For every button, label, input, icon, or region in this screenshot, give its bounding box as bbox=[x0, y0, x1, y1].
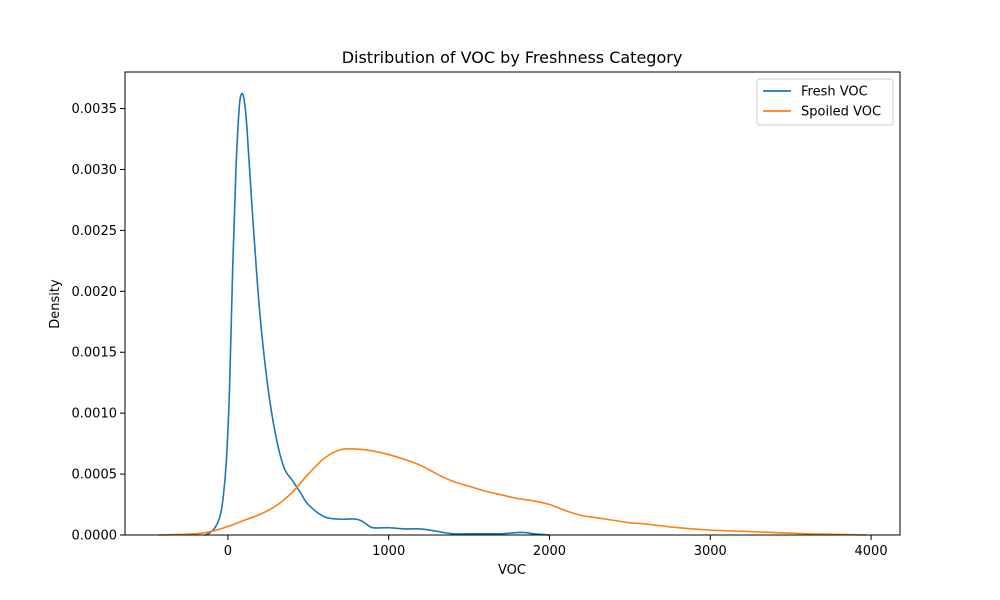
y-tick-label: 0.0030 bbox=[72, 163, 118, 178]
y-tick-label: 0.0020 bbox=[72, 285, 118, 300]
y-tick-label: 0.0010 bbox=[72, 407, 118, 422]
y-tick-label: 0.0025 bbox=[72, 224, 118, 239]
series-line-spoiled bbox=[157, 447, 868, 536]
y-axis: 0.0000 0.0005 0.0010 0.0015 0.0020 0.0025 0.00… bbox=[72, 102, 125, 544]
plot-frame bbox=[124, 71, 901, 536]
legend: Fresh VOC Spoiled VOC bbox=[756, 78, 894, 126]
y-tick-label: 0.0035 bbox=[72, 102, 118, 117]
chart-title: Distribution of VOC by Freshness Categor… bbox=[342, 48, 683, 67]
y-tick-label: 0.0005 bbox=[72, 468, 118, 483]
y-tick-label: 0.0000 bbox=[72, 529, 118, 544]
x-tick-label: 4000 bbox=[855, 544, 888, 559]
series-layer bbox=[157, 92, 868, 536]
x-tick-label: 3000 bbox=[694, 544, 727, 559]
x-axis-label: VOC bbox=[498, 563, 526, 578]
x-tick-label: 0 bbox=[224, 544, 232, 559]
y-axis-label: Density bbox=[48, 279, 63, 329]
legend-label: Spoiled VOC bbox=[801, 105, 881, 120]
y-tick-label: 0.0015 bbox=[72, 346, 118, 361]
x-axis: 0 1000 2000 3000 4000 bbox=[224, 535, 888, 559]
legend-label: Fresh VOC bbox=[801, 85, 868, 100]
x-tick-label: 2000 bbox=[533, 544, 566, 559]
series-line-fresh bbox=[204, 92, 551, 536]
x-tick-label: 1000 bbox=[372, 544, 405, 559]
